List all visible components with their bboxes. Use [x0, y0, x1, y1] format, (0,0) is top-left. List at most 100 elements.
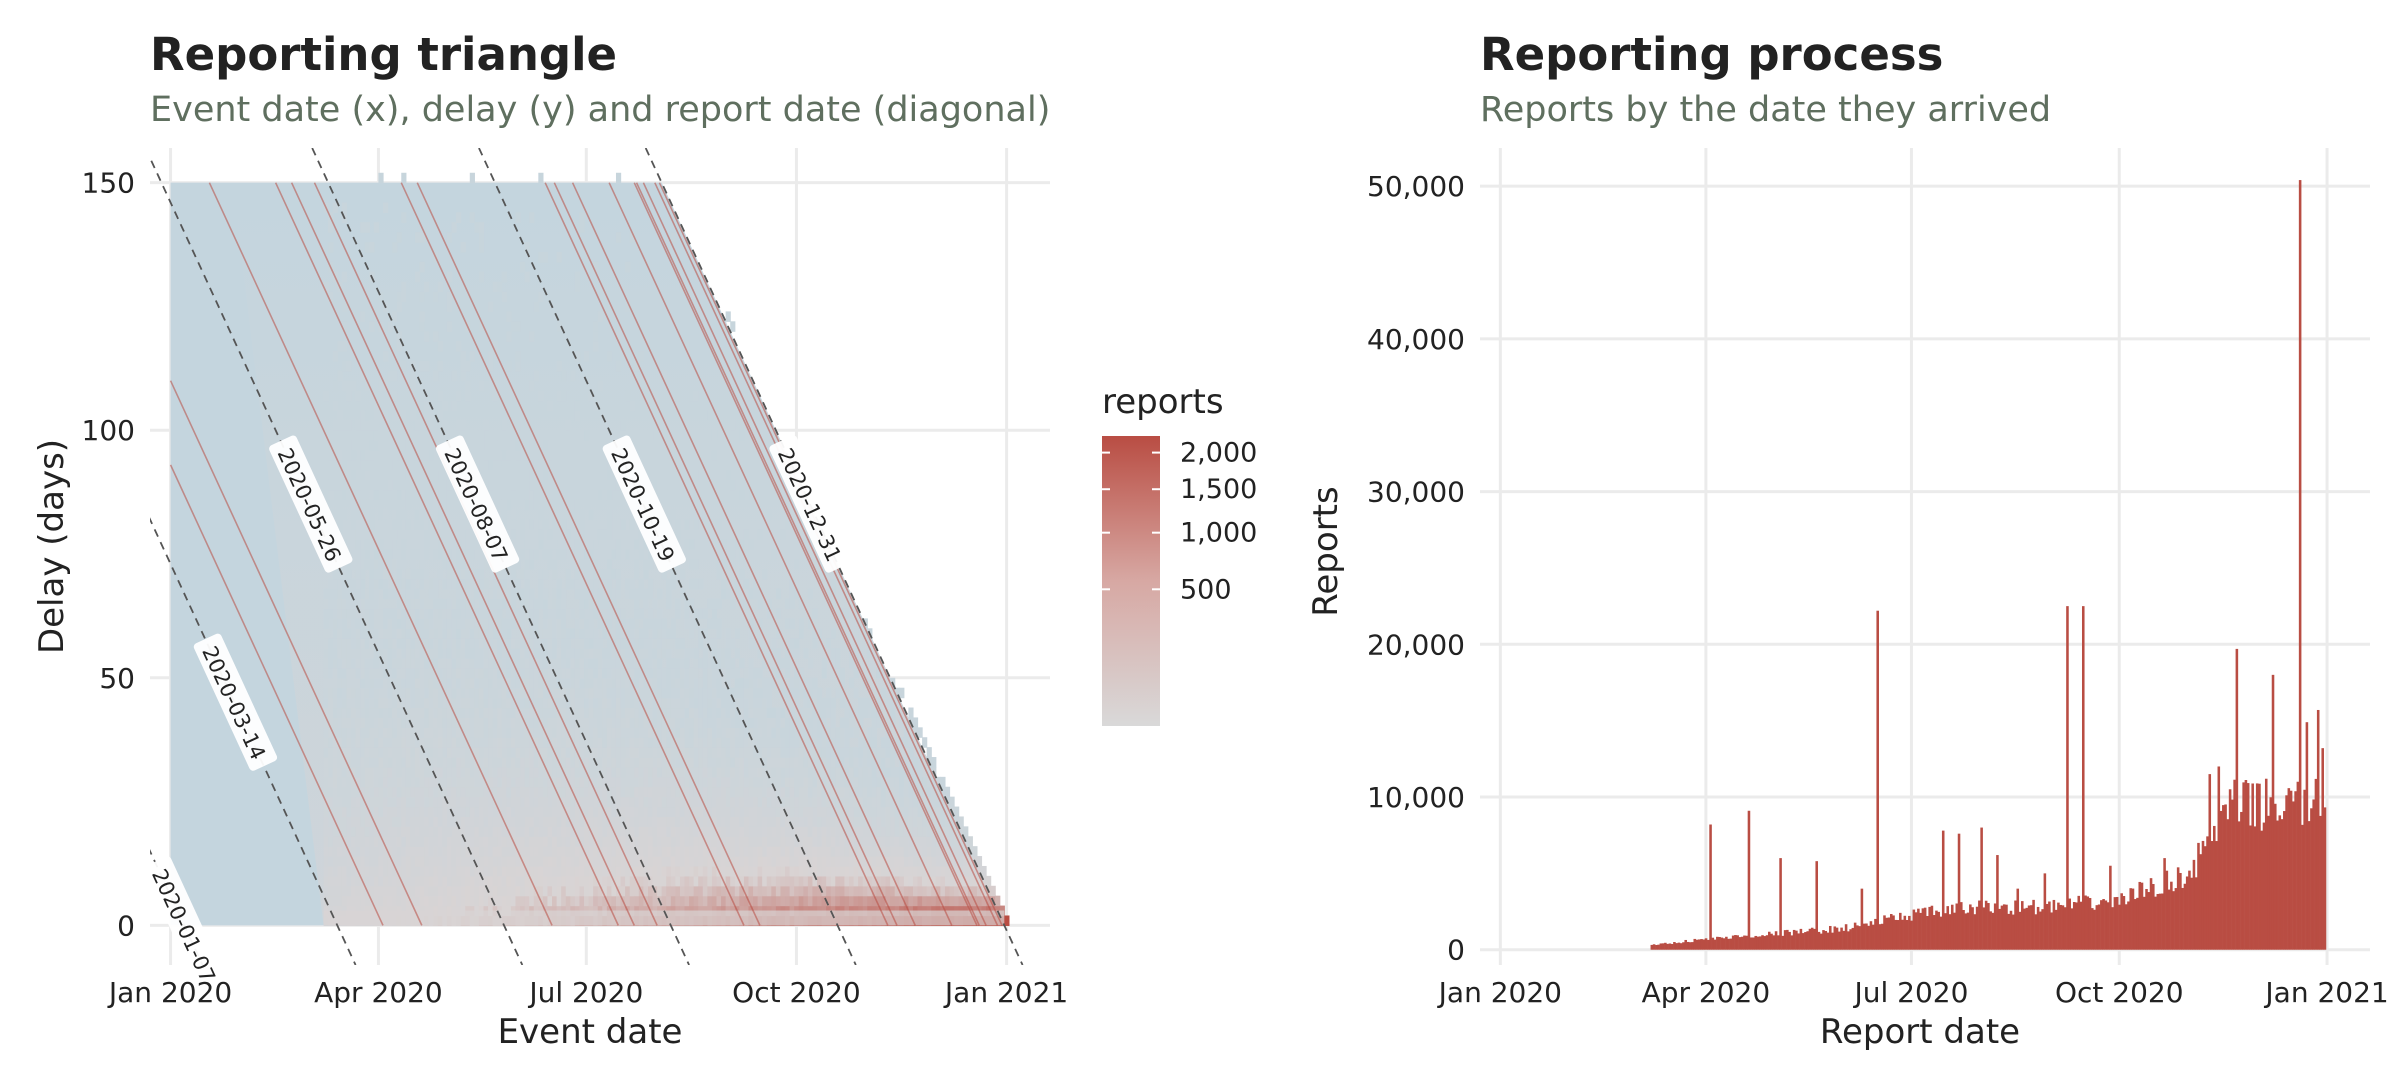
heatmap-cell [465, 806, 471, 818]
heatmap-cell [355, 628, 361, 639]
heatmap-cell [492, 806, 498, 818]
heatmap-cell [643, 786, 649, 798]
heatmap-cell [373, 895, 380, 907]
heatmap-cell [890, 836, 896, 847]
heatmap-cell [492, 707, 498, 719]
heatmap-cell [830, 895, 836, 907]
heatmap-cell [392, 895, 398, 907]
heatmap-cell [570, 865, 576, 877]
heatmap-cell [629, 717, 635, 728]
heatmap-cell [570, 816, 576, 827]
heatmap-cell [419, 776, 425, 788]
heatmap-cell [830, 727, 836, 738]
heatmap-cell [387, 707, 393, 719]
heatmap-cell [707, 677, 713, 689]
heatmap-cell [817, 826, 823, 837]
heatmap-cell [497, 687, 503, 699]
heatmap-cell [373, 697, 380, 709]
heatmap-cell [382, 846, 389, 857]
heatmap-cell [780, 806, 786, 818]
heatmap-cell [702, 707, 708, 719]
heatmap-cell [341, 509, 348, 520]
heatmap-cell [867, 727, 873, 738]
heatmap-cell [442, 598, 448, 610]
heatmap-cell [446, 836, 453, 847]
heatmap-cell [332, 588, 338, 600]
heatmap-cell [862, 875, 868, 887]
heatmap-cell [606, 826, 613, 837]
heatmap-cell [556, 806, 562, 818]
heatmap-cell [428, 598, 434, 610]
heatmap-cell [757, 766, 763, 778]
heatmap-cell [332, 380, 338, 392]
heatmap-cell [730, 806, 736, 818]
heatmap-cell [757, 747, 763, 758]
heatmap-cell [542, 776, 549, 788]
heatmap-cell [785, 737, 791, 748]
heatmap-cell [707, 737, 713, 748]
heatmap-cell [442, 885, 448, 897]
heatmap-cell [584, 885, 590, 897]
heatmap-cell [355, 638, 361, 649]
heatmap-cell [369, 598, 375, 610]
heatmap-cell [574, 895, 581, 907]
heatmap-cell [465, 598, 471, 610]
heatmap-cell [830, 766, 836, 778]
heatmap-cell [373, 786, 380, 798]
heatmap-cell [332, 796, 338, 808]
heatmap-cell [382, 737, 389, 748]
heatmap-cell [556, 747, 562, 758]
heatmap-cell [364, 242, 370, 253]
heatmap-cell [734, 806, 740, 818]
heatmap-cell [483, 826, 489, 837]
heatmap-cell [579, 776, 585, 788]
heatmap-cell [643, 727, 649, 738]
heatmap-cell [867, 737, 873, 748]
heatmap-cell [830, 885, 836, 897]
heatmap-cell [414, 568, 421, 580]
heatmap-cell [666, 875, 672, 887]
heatmap-cell [510, 529, 517, 540]
heatmap-cell [880, 757, 887, 768]
heatmap-cell [862, 796, 868, 808]
heatmap-cell [661, 865, 667, 877]
heatmap-cell [675, 687, 681, 699]
heatmap-cell [862, 856, 868, 867]
heatmap-cell [378, 291, 384, 303]
heatmap-cell [757, 895, 763, 907]
heatmap-cell [584, 628, 590, 639]
heatmap-cell [716, 598, 722, 610]
heatmap-cell [734, 677, 740, 689]
heatmap-cell [652, 479, 658, 491]
heatmap-cell [757, 806, 763, 818]
heatmap-cell [360, 568, 366, 580]
heatmap-cell [885, 697, 891, 709]
heatmap-cell [341, 826, 348, 837]
heatmap-cell [830, 737, 836, 748]
heatmap-cell [753, 578, 759, 590]
heatmap-cell [593, 677, 599, 689]
heatmap-cell [355, 806, 361, 818]
heatmap-cell [405, 489, 412, 501]
heatmap-cell [606, 757, 613, 768]
heatmap-cell [611, 628, 617, 639]
heatmap-cell [424, 549, 430, 560]
heatmap-cell [574, 549, 581, 560]
heatmap-cell [433, 856, 439, 867]
heatmap-cell [433, 519, 439, 530]
heatmap-cell [766, 766, 772, 778]
heatmap-cell [351, 836, 357, 847]
heatmap-cell [615, 796, 622, 808]
heatmap-cell [378, 648, 384, 659]
heatmap-cell [442, 757, 448, 768]
heatmap-cell [460, 519, 466, 530]
heatmap-cell [351, 717, 357, 728]
heatmap-cell [725, 737, 731, 748]
heatmap-cell [506, 846, 512, 857]
heatmap-cell [748, 588, 754, 600]
heatmap-cell [839, 875, 846, 887]
heatmap-cell [424, 796, 430, 808]
heatmap-cell [396, 677, 402, 689]
heatmap-cell [657, 727, 663, 738]
heatmap-cell [679, 707, 686, 719]
